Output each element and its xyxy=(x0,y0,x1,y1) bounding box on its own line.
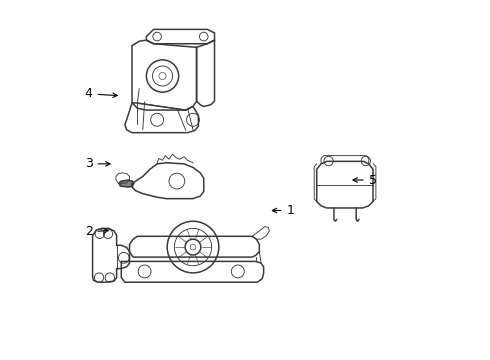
Text: 1: 1 xyxy=(272,204,294,217)
Text: 4: 4 xyxy=(85,87,117,100)
Text: 5: 5 xyxy=(353,174,377,186)
Text: 2: 2 xyxy=(85,225,108,238)
Text: 3: 3 xyxy=(85,157,110,170)
